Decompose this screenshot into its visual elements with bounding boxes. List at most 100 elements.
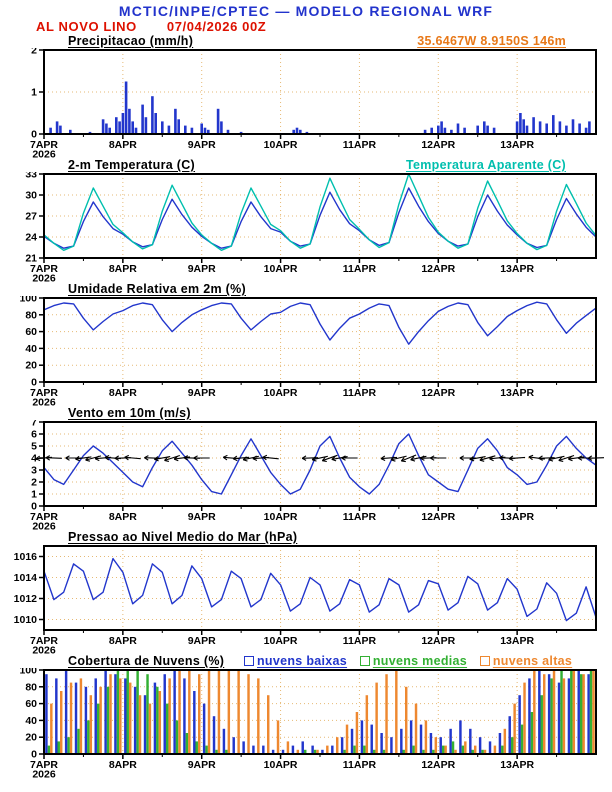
svg-text:10APR: 10APR (264, 635, 298, 647)
umidade-series (43, 301, 597, 345)
svg-text:2026: 2026 (32, 397, 56, 407)
svg-text:2026: 2026 (32, 149, 56, 159)
panel-wind: Vento em 10m (m/s) 0 1 2 3 4 5 6 7 7APR 2026 8APR 9… (0, 406, 612, 533)
svg-text:12APR: 12APR (421, 759, 455, 771)
wind-plot: 0 1 2 3 4 5 6 7 7APR 2026 8APR 9APR 10APR 11APR 12APR 1… (0, 417, 612, 533)
svg-text:40: 40 (25, 715, 37, 727)
model-title: MCTIC/INPE/CPTEC — MODELO REGIONAL WRF (118, 3, 494, 19)
pressao-series (43, 557, 597, 622)
svg-text:1: 1 (31, 489, 37, 501)
high-cloud-label: nuvens altas (492, 654, 573, 668)
pressure-title: Pressao ao Nivel Medio do Mar (hPa) (68, 530, 298, 544)
low-cloud-swatch (244, 656, 254, 666)
station-name: AL NOVO LINO (36, 19, 137, 34)
svg-text:6: 6 (31, 429, 37, 441)
svg-text:0: 0 (31, 129, 37, 141)
svg-text:11APR: 11APR (343, 263, 377, 275)
svg-text:1016: 1016 (14, 551, 38, 563)
svg-text:13APR: 13APR (500, 387, 534, 399)
gridlines (44, 422, 596, 506)
svg-text:7: 7 (31, 420, 37, 429)
svg-text:80: 80 (25, 681, 37, 693)
wind-barbs (35, 454, 605, 463)
svg-text:9APR: 9APR (188, 139, 216, 151)
svg-text:2026: 2026 (32, 645, 56, 655)
svg-text:10APR: 10APR (264, 139, 298, 151)
svg-text:8APR: 8APR (109, 139, 137, 151)
svg-text:12APR: 12APR (421, 635, 455, 647)
plot-frame (43, 421, 597, 507)
svg-text:0: 0 (31, 501, 37, 513)
apparent-temperature-label: Temperatura Aparente (C) (405, 158, 566, 172)
report-header: MCTIC/INPE/CPTEC — MODELO REGIONAL WRF A… (0, 0, 612, 34)
svg-text:13APR: 13APR (500, 263, 534, 275)
svg-text:2: 2 (31, 477, 37, 489)
low-cloud-label: nuvens baixas (257, 654, 348, 668)
svg-text:2026: 2026 (32, 769, 56, 779)
svg-text:13APR: 13APR (500, 759, 534, 771)
svg-text:10APR: 10APR (264, 511, 298, 523)
svg-text:4: 4 (31, 453, 37, 465)
svg-text:80: 80 (25, 309, 37, 321)
clouds-plot: 0 20 40 60 80 100 7APR 2026 8APR 9APR 10APR 11APR 12… (0, 665, 612, 781)
svg-text:1012: 1012 (14, 593, 38, 605)
svg-text:12APR: 12APR (421, 387, 455, 399)
humidity-plot: 0 20 40 60 80 100 7APR 2026 8APR 9APR 10APR 11APR 12… (0, 293, 612, 409)
panel-precipitation: Precipitacao (mm/h) 35.6467W 8.9150S 146… (0, 34, 612, 161)
svg-text:11APR: 11APR (343, 139, 377, 151)
svg-text:11APR: 11APR (343, 511, 377, 523)
svg-text:100: 100 (19, 668, 37, 677)
svg-text:12APR: 12APR (421, 511, 455, 523)
svg-text:9APR: 9APR (188, 263, 216, 275)
svg-text:10APR: 10APR (264, 759, 298, 771)
svg-text:7APR: 7APR (30, 263, 58, 275)
svg-text:60: 60 (25, 326, 37, 338)
precipitation-title: Precipitacao (mm/h) (68, 34, 194, 48)
svg-text:9APR: 9APR (188, 511, 216, 523)
svg-text:13APR: 13APR (500, 635, 534, 647)
vento-series (43, 433, 597, 495)
svg-text:2: 2 (31, 48, 37, 57)
cloud-legend: nuvens baixas nuvens medias nuvens altas (244, 654, 581, 669)
panel-temperature: 2-m Temperatura (C) Temperatura Aparente… (0, 158, 612, 285)
mid-cloud-label: nuvens medias (372, 654, 468, 668)
svg-text:1014: 1014 (14, 572, 38, 584)
humidity-title: Umidade Relativa em 2m (%) (68, 282, 246, 296)
svg-text:100: 100 (19, 296, 37, 305)
panel-pressure: Pressao ao Nivel Medio do Mar (hPa) 1010… (0, 530, 612, 657)
temperature-plot: 21 24 27 30 33 7APR 2026 8APR 9APR 10APR 11APR 12AP… (0, 169, 612, 285)
svg-text:12APR: 12APR (421, 139, 455, 151)
plot-frame (43, 297, 597, 383)
clouds-title: Cobertura de Nuvens (%) (68, 654, 225, 668)
svg-text:8APR: 8APR (109, 635, 137, 647)
svg-text:9APR: 9APR (188, 635, 216, 647)
svg-text:0: 0 (31, 749, 37, 761)
svg-text:9APR: 9APR (188, 387, 216, 399)
precipitacao-series (49, 81, 591, 134)
svg-text:11APR: 11APR (343, 387, 377, 399)
svg-text:7APR: 7APR (30, 139, 58, 151)
svg-text:0: 0 (31, 377, 37, 389)
svg-text:7APR: 7APR (30, 759, 58, 771)
gridlines (44, 50, 596, 134)
svg-text:20: 20 (25, 360, 37, 372)
svg-text:12APR: 12APR (421, 263, 455, 275)
svg-text:10APR: 10APR (264, 387, 298, 399)
pressure-plot: 1010 1012 1014 1016 7APR 2026 8APR 9APR 10APR 11A… (0, 544, 612, 657)
svg-text:7APR: 7APR (30, 387, 58, 399)
gridlines (44, 298, 596, 382)
svg-text:2026: 2026 (32, 273, 56, 283)
svg-text:20: 20 (25, 732, 37, 744)
svg-text:21: 21 (25, 253, 37, 265)
location-label: 35.6467W 8.9150S 146m (417, 34, 566, 48)
svg-text:1010: 1010 (14, 614, 38, 626)
svg-text:3: 3 (31, 465, 37, 477)
svg-text:33: 33 (25, 172, 37, 181)
